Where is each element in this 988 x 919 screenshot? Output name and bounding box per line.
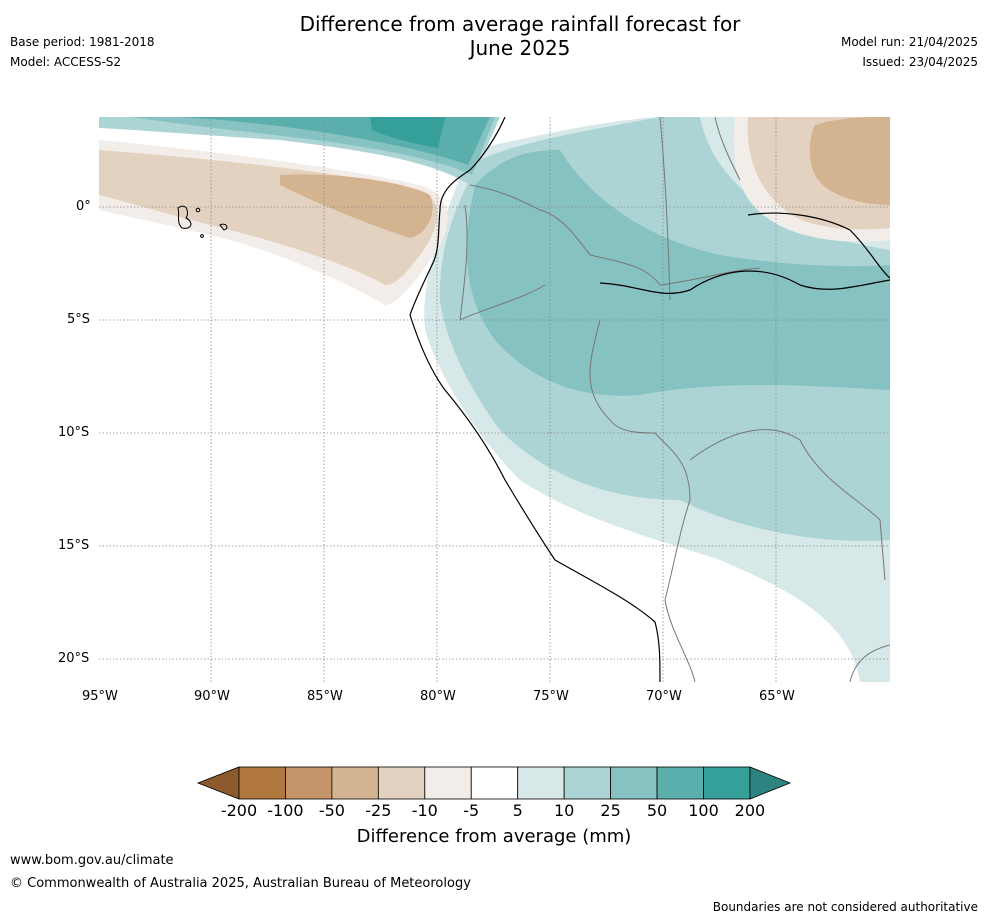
colorbar-tick-label: -50 <box>318 801 345 820</box>
meta-right: Model run: 21/04/2025 Issued: 23/04/2025 <box>841 32 978 72</box>
colorbar-tick-label: 5 <box>512 801 523 820</box>
colorbar-title: Difference from average (mm) <box>356 826 632 847</box>
colorbar-tick-label: -25 <box>365 801 392 820</box>
footer-url[interactable]: www.bom.gov.au/climate <box>10 853 174 868</box>
region-25-50-mm <box>466 150 890 396</box>
lat-label-0: 0° <box>76 199 91 214</box>
country-borders <box>459 117 890 682</box>
colorbar-box <box>331 766 379 800</box>
map-field <box>99 117 890 682</box>
colorbar-box <box>238 766 286 800</box>
lon-label-65w: 65°W <box>759 689 795 704</box>
colorbar-box <box>377 766 426 800</box>
lon-label-80w: 80°W <box>420 689 456 704</box>
colorbar-tick-label: 10 <box>553 801 575 820</box>
colorbar-box <box>563 766 612 800</box>
colorbar-tick-label: -5 <box>463 801 480 820</box>
region-ne-dry-25 <box>809 117 890 205</box>
colorbar-box <box>517 766 565 800</box>
colorbar-box <box>470 766 519 800</box>
galapagos-islands <box>177 205 228 238</box>
colorbar-box <box>610 766 658 800</box>
footer-disclaimer: Boundaries are not considered authoritat… <box>712 900 978 914</box>
title-line-2: June 2025 <box>469 36 571 60</box>
lon-label-90w: 90°W <box>194 689 230 704</box>
colorbar-box <box>285 766 333 800</box>
colorbar-tick-label: -200 <box>220 801 258 820</box>
title-line-1: Difference from average rainfall forecas… <box>299 12 741 36</box>
issued-date: Issued: 23/04/2025 <box>862 55 978 69</box>
colorbar-tick-label: 200 <box>734 801 766 820</box>
colorbar-tick-label: -10 <box>411 801 438 820</box>
lat-label-15s: 15°S <box>58 538 90 553</box>
colorbar-tick-label: -100 <box>267 801 304 820</box>
lon-label-85w: 85°W <box>307 689 343 704</box>
base-period: Base period: 1981-2018 <box>10 35 155 49</box>
region-ocean-dry-25 <box>280 174 433 238</box>
lat-label-5s: 5°S <box>67 312 91 327</box>
colorbar-extend-low <box>196 766 240 800</box>
colorbar-box <box>703 766 751 800</box>
colorbar-box <box>424 766 472 800</box>
lon-label-95w: 95°W <box>82 689 118 704</box>
meta-left: Base period: 1981-2018 Model: ACCESS-S2 <box>10 32 155 72</box>
grid-lines <box>99 117 890 682</box>
lat-label-20s: 20°S <box>58 651 90 666</box>
colorbar-tick-label: 50 <box>646 801 668 820</box>
coastline <box>409 117 890 682</box>
footer-copyright: © Commonwealth of Australia 2025, Austra… <box>10 876 471 891</box>
lon-label-70w: 70°W <box>646 689 682 704</box>
lat-label-10s: 10°S <box>58 425 90 440</box>
model-run: Model run: 21/04/2025 <box>840 35 978 49</box>
colorbar-extend-high <box>749 766 792 800</box>
lon-label-75w: 75°W <box>533 689 569 704</box>
region-ocean-north-100 <box>370 117 445 148</box>
map-title: Difference from average rainfall forecas… <box>200 12 840 60</box>
colorbar-box <box>656 766 704 800</box>
colorbar-tick-label: 100 <box>688 801 719 820</box>
model-name: Model: ACCESS-S2 <box>10 55 122 69</box>
colorbar-tick-label: 25 <box>600 801 621 820</box>
